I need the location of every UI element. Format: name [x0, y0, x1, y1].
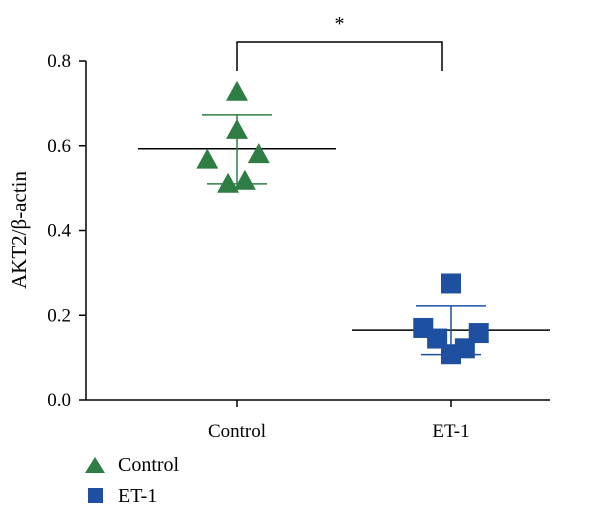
data-points	[196, 80, 489, 365]
x-axis: Control ET-1	[208, 400, 470, 442]
legend: Control ET-1	[85, 454, 180, 507]
data-point-et1	[441, 273, 461, 294]
data-point-control	[233, 169, 256, 190]
data-point-et1	[468, 323, 489, 344]
legend-control-label: Control	[118, 454, 180, 476]
y-tick-label: 0.8	[47, 51, 71, 72]
significance-label: *	[335, 13, 345, 35]
data-point-control	[226, 80, 248, 101]
y-tick-label: 0.4	[47, 221, 71, 242]
y-tick-label: 0.2	[47, 305, 71, 326]
significance-bracket: *	[236, 13, 443, 71]
error-bars	[138, 114, 550, 356]
data-point-et1	[427, 328, 448, 349]
data-point-control	[196, 148, 219, 169]
data-point-et1	[454, 338, 475, 359]
x-tick-label: ET-1	[432, 421, 469, 442]
y-axis: 0.0 0.2 0.4 0.6 0.8	[47, 51, 87, 411]
legend-et1-label: ET-1	[118, 485, 157, 507]
data-point-control	[226, 118, 248, 139]
x-tick-label: Control	[208, 421, 266, 442]
y-tick-label: 0.6	[47, 136, 71, 157]
y-axis-title: AKT2/β-actin	[7, 171, 31, 289]
legend-control-marker	[85, 457, 105, 473]
data-point-control	[217, 172, 240, 193]
legend-et1-marker	[88, 488, 103, 503]
data-point-control	[247, 143, 270, 164]
significance-bracket-line	[236, 41, 443, 71]
y-tick-label: 0.0	[47, 390, 71, 411]
